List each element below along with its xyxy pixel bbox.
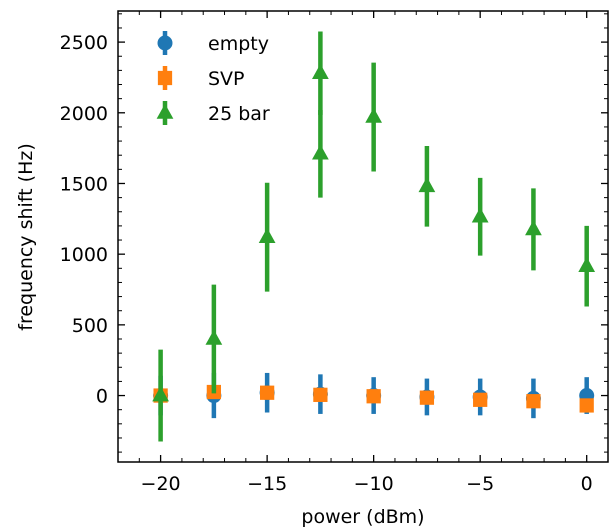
legend-label: 25 bar (208, 103, 270, 125)
data-point (258, 227, 276, 243)
y-tick-label: 500 (72, 315, 108, 337)
plot-frame (117, 10, 609, 463)
data-point (312, 144, 329, 160)
data-point (366, 389, 381, 404)
y-tick-label: 2500 (60, 32, 108, 54)
data-point (313, 387, 328, 402)
data-point (312, 63, 329, 79)
legend-label: empty (208, 33, 269, 55)
series-25-bar (152, 31, 596, 442)
x-tick-label: 0 (581, 473, 593, 495)
data-layer (152, 31, 596, 442)
y-tick-label: 0 (96, 386, 108, 408)
data-point (525, 220, 542, 236)
y-tick-label: 2000 (60, 103, 108, 125)
x-tick-label: −10 (354, 473, 394, 495)
data-point (526, 394, 541, 409)
data-point (152, 386, 169, 402)
ticks-layer: −20 −15 −10 −5 0 0 500 1000 1500 2000 2500 (60, 11, 609, 495)
x-tick-label: −15 (247, 473, 287, 495)
data-point (579, 398, 594, 413)
legend-marker (157, 35, 173, 51)
x-tick-label: −20 (141, 473, 181, 495)
x-axis-label: power (dBm) (301, 506, 424, 528)
series-svp (153, 384, 594, 413)
y-tick-label: 1000 (60, 244, 108, 266)
data-point (205, 329, 223, 345)
x-tick-label: −5 (466, 473, 494, 495)
legend-marker (157, 70, 173, 86)
data-point (365, 107, 383, 123)
data-point (418, 177, 436, 193)
data-point (260, 385, 275, 400)
legend: empty SVP 25 bar (156, 31, 270, 125)
data-point (578, 256, 596, 272)
y-tick-label: 1500 (60, 173, 108, 195)
data-point (419, 390, 435, 405)
data-point (473, 392, 488, 407)
legend-marker (156, 103, 174, 119)
data-point (471, 207, 489, 223)
legend-label: SVP (208, 68, 245, 90)
y-axis-label: frequency shift (Hz) (15, 143, 37, 331)
